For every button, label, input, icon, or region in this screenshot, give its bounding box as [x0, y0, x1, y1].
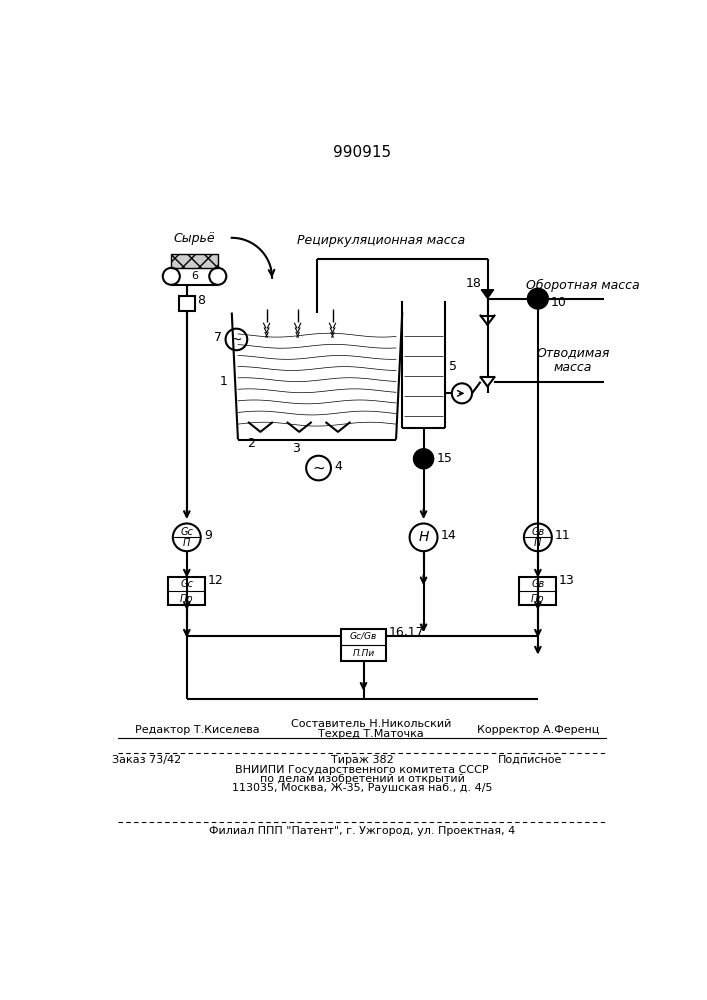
Text: Рециркуляционная масса: Рециркуляционная масса	[297, 234, 465, 247]
Text: 6: 6	[191, 271, 198, 281]
Text: 16,17: 16,17	[389, 626, 425, 639]
Text: 5: 5	[449, 360, 457, 373]
Text: Корректор А.Ференц: Корректор А.Ференц	[477, 725, 599, 735]
Text: П.Пи: П.Пи	[352, 649, 375, 658]
Text: 11: 11	[555, 529, 571, 542]
Polygon shape	[481, 290, 493, 298]
Text: Gв: Gв	[531, 527, 544, 537]
Text: 15: 15	[437, 452, 452, 465]
Text: П: П	[534, 538, 542, 548]
Circle shape	[528, 289, 548, 309]
Text: 4: 4	[334, 460, 342, 473]
Text: 18: 18	[466, 277, 481, 290]
Text: Gc: Gc	[180, 579, 193, 589]
Text: 8: 8	[197, 294, 205, 307]
Text: 14: 14	[440, 529, 456, 542]
Text: 12: 12	[208, 574, 223, 587]
Text: Пр: Пр	[180, 594, 194, 604]
Text: ВНИИПИ Государственного комитета СССР: ВНИИПИ Государственного комитета СССР	[235, 765, 489, 775]
Text: 13: 13	[559, 574, 575, 587]
Text: 1: 1	[220, 375, 228, 388]
Text: Составитель Н.Никольский: Составитель Н.Никольский	[291, 719, 452, 729]
Bar	[179, 296, 194, 311]
Text: Н: Н	[419, 530, 428, 544]
Text: Филиал ППП "Патент", г. Ужгород, ул. Проектная, 4: Филиал ППП "Патент", г. Ужгород, ул. Про…	[209, 826, 515, 836]
Text: 2: 2	[247, 437, 255, 450]
Bar	[341, 629, 386, 661]
Text: Подписное: Подписное	[498, 755, 562, 765]
Text: Оборотная масса: Оборотная масса	[526, 279, 640, 292]
Text: Сырьё: Сырьё	[174, 232, 216, 245]
Text: 10: 10	[551, 296, 567, 309]
Text: Отводимая
масса: Отводимая масса	[536, 346, 609, 374]
Text: 3: 3	[292, 442, 300, 455]
Bar	[168, 577, 206, 605]
Bar	[519, 577, 556, 605]
Text: ~: ~	[312, 461, 325, 476]
Text: 113035, Москва, Ж-35, Раушская наб., д. 4/5: 113035, Москва, Ж-35, Раушская наб., д. …	[232, 783, 492, 793]
Text: Тираж 382: Тираж 382	[331, 755, 393, 765]
Text: 7: 7	[214, 331, 223, 344]
Text: 990915: 990915	[333, 145, 391, 160]
Text: Gв: Gв	[531, 579, 544, 589]
Text: Техред Т.Маточка: Техред Т.Маточка	[318, 729, 424, 739]
Circle shape	[414, 449, 433, 469]
Text: Редактор Т.Киселева: Редактор Т.Киселева	[134, 725, 259, 735]
Bar	[171, 254, 218, 268]
Text: 9: 9	[204, 529, 211, 542]
Text: ~: ~	[230, 332, 243, 346]
Text: Пр: Пр	[531, 594, 544, 604]
Text: Gc: Gc	[180, 527, 193, 537]
Text: по делам изобретений и открытий: по делам изобретений и открытий	[259, 774, 464, 784]
Text: Заказ 73/42: Заказ 73/42	[112, 755, 181, 765]
Text: П: П	[183, 538, 190, 548]
Text: Gc/Gв: Gc/Gв	[350, 632, 377, 641]
